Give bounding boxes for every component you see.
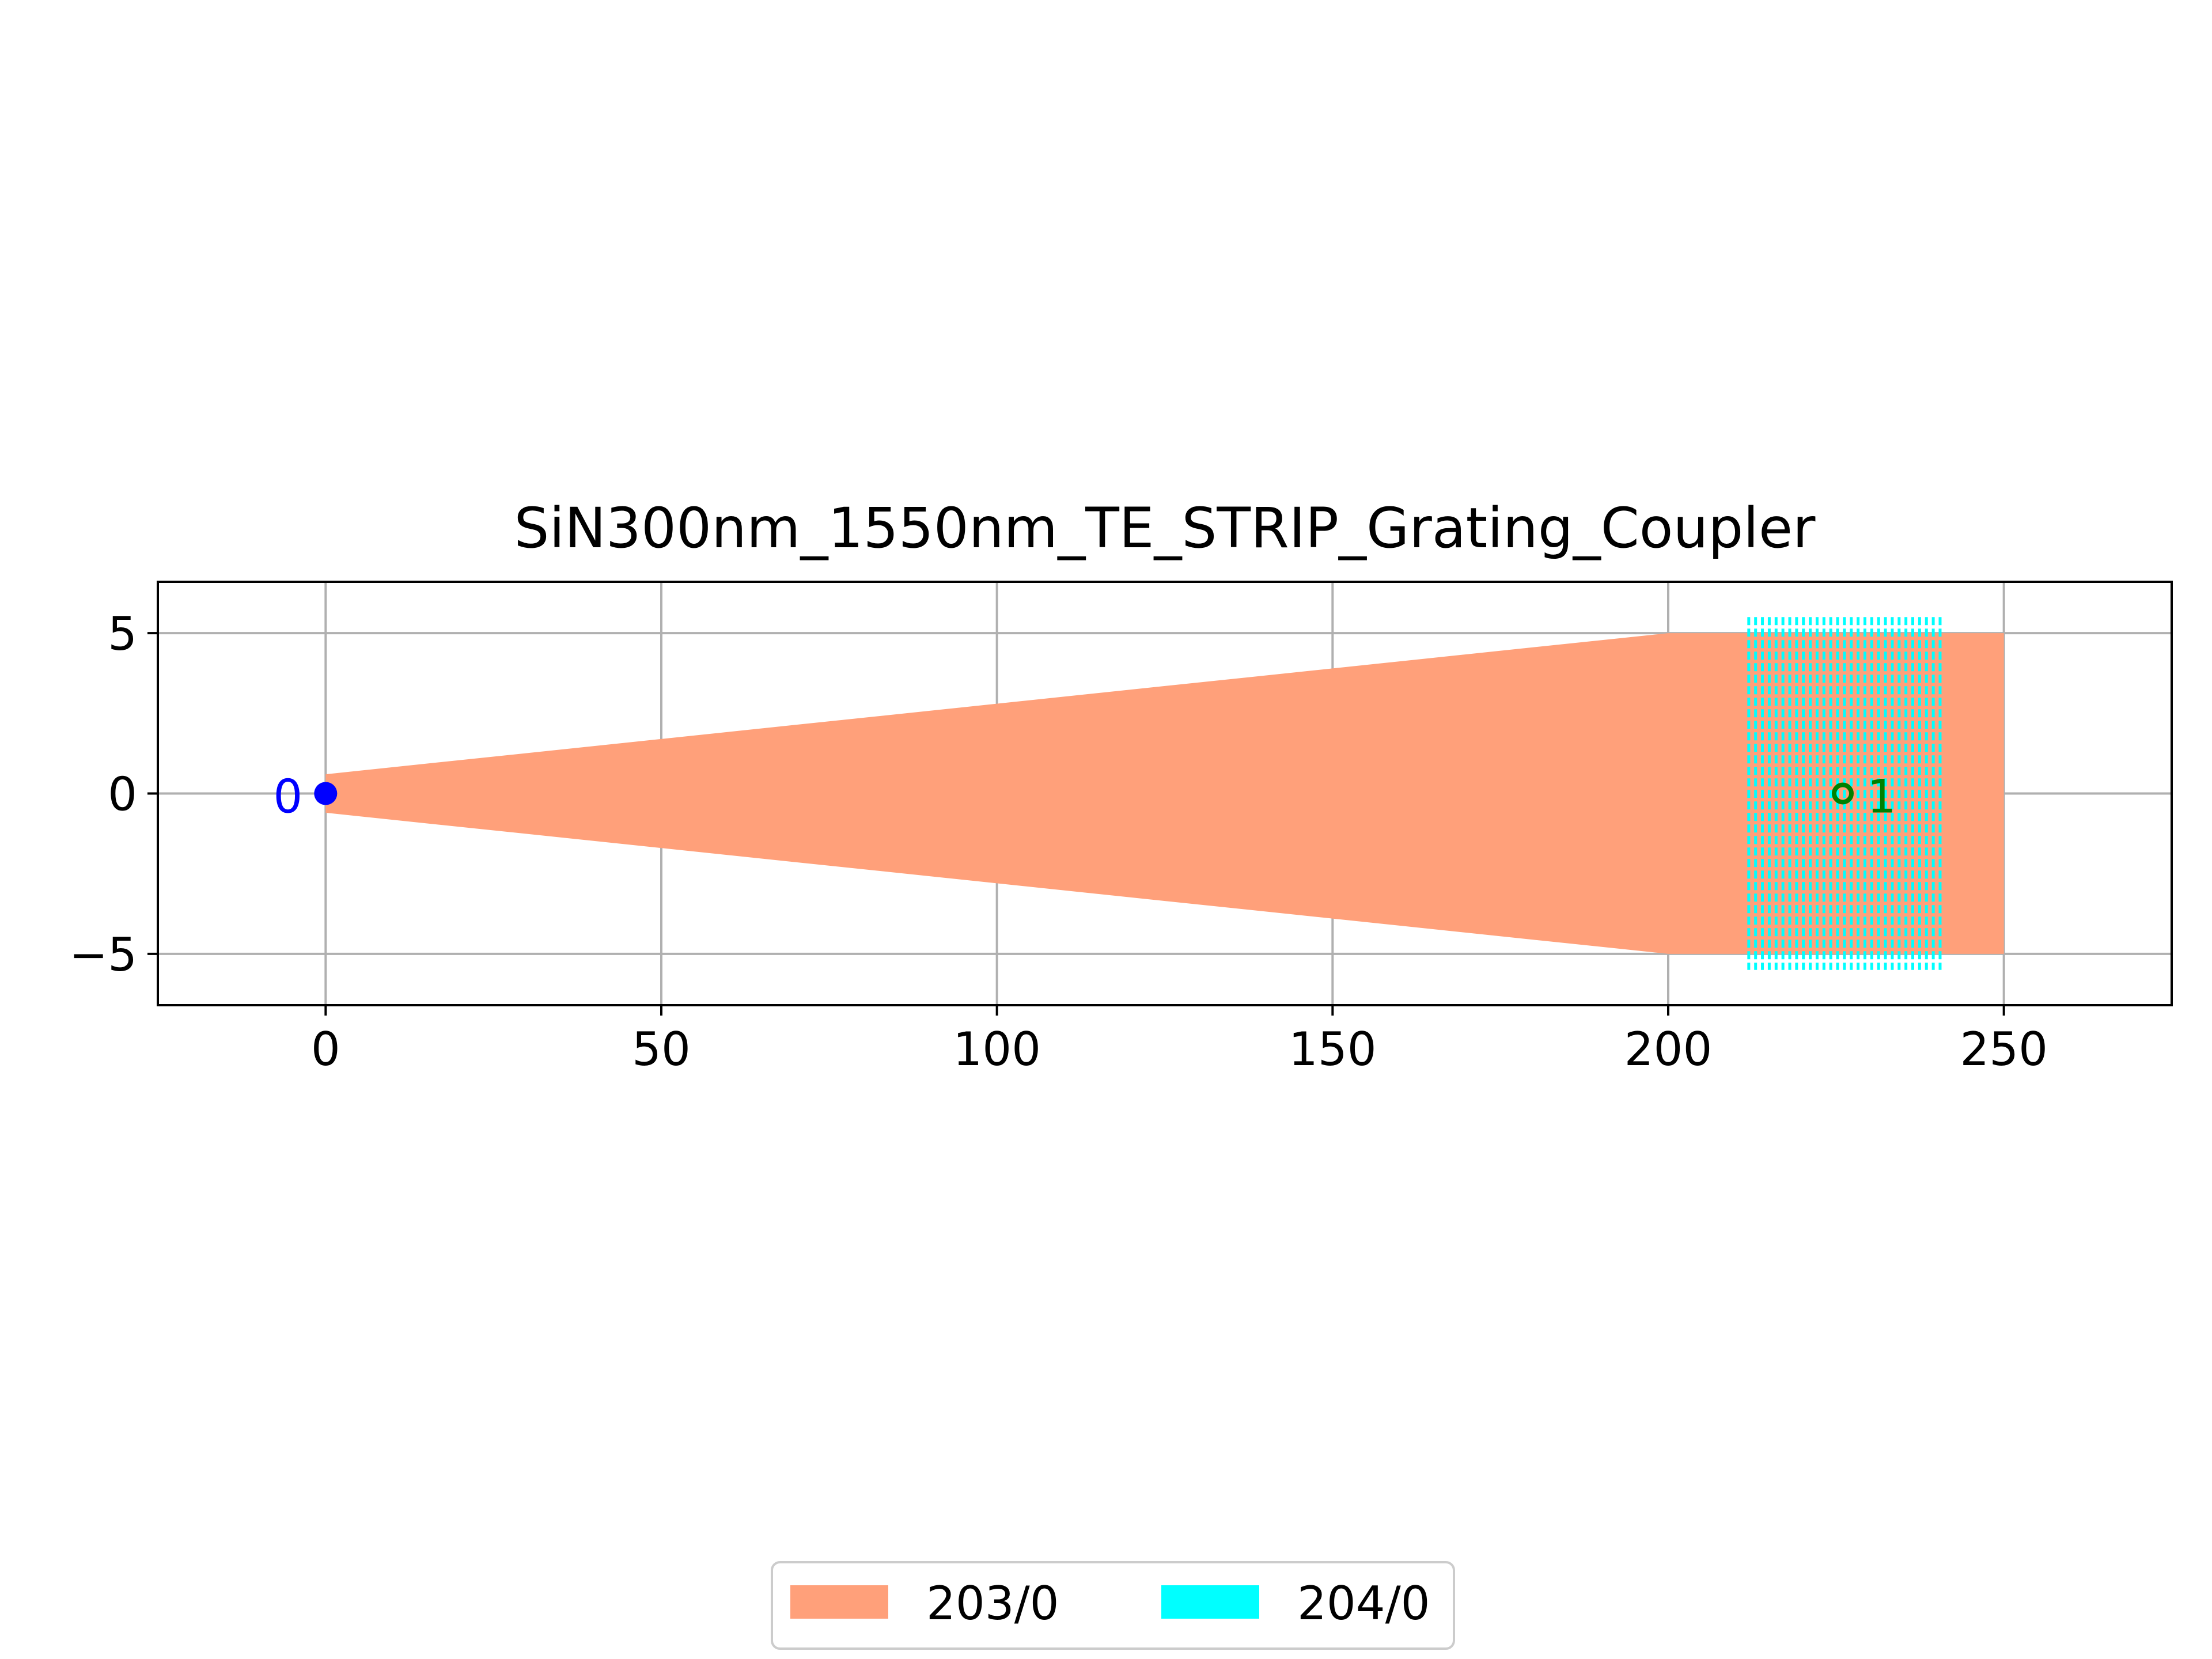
- legend-label-1: 204/0: [1297, 1577, 1430, 1630]
- legend-swatch-1: [1161, 1585, 1259, 1619]
- x-tick-label-3: 150: [1289, 1022, 1377, 1076]
- port-1-marker: [1831, 782, 1854, 805]
- port-0-marker: [314, 782, 338, 805]
- port-1-label: 1: [1867, 770, 1896, 824]
- legend: 203/0 204/0: [771, 1561, 1455, 1650]
- x-tick-label-4: 200: [1624, 1022, 1713, 1076]
- y-tick-label-0: −5: [69, 928, 137, 982]
- legend-box: [771, 1561, 1455, 1650]
- legend-swatch-0: [790, 1585, 888, 1619]
- x-tick-label-0: 0: [311, 1022, 340, 1076]
- x-tick-label-2: 100: [953, 1022, 1041, 1076]
- x-tick-label-1: 50: [632, 1022, 691, 1076]
- legend-label-0: 203/0: [926, 1577, 1059, 1630]
- x-tick-label-5: 250: [1960, 1022, 2048, 1076]
- y-tick-label-2: 5: [108, 607, 137, 661]
- axis-ticks: 0 50 100 150 200 250 −5 0 5: [69, 607, 2048, 1076]
- port-0-label: 0: [273, 770, 302, 824]
- chart-title: SiN300nm_1550nm_TE_STRIP_Grating_Coupler: [514, 496, 1816, 560]
- layer-shapes: [325, 617, 2004, 970]
- layer-0-polygon: [325, 633, 2004, 954]
- y-tick-label-1: 0: [108, 768, 137, 821]
